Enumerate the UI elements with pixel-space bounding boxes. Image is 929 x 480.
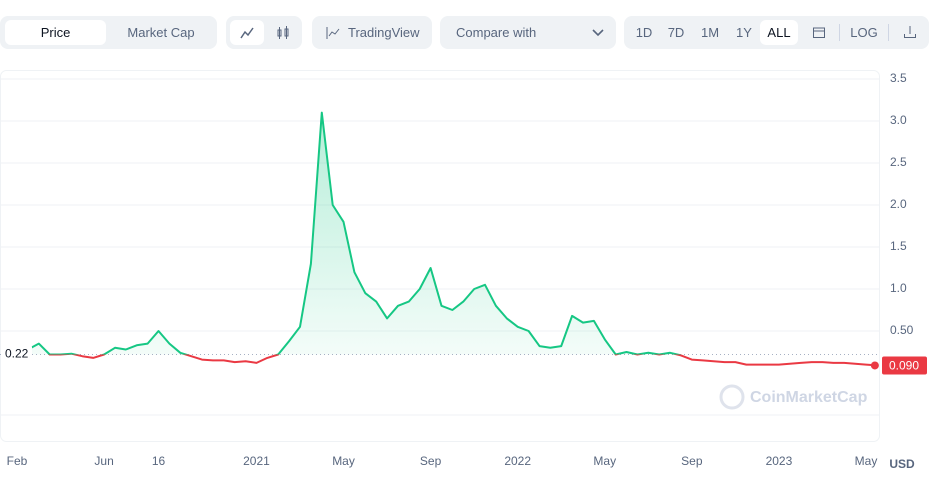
y-tick-label: 2.5	[890, 155, 907, 169]
x-tick-label: Jun	[94, 454, 113, 468]
range-button[interactable]: 7D	[667, 25, 685, 40]
candle-icon	[277, 26, 289, 39]
x-tick-label: May	[855, 454, 878, 468]
download-button[interactable]	[896, 20, 924, 45]
plot-frame	[0, 70, 880, 442]
divider	[888, 24, 889, 41]
y-tick-label: 1.5	[890, 239, 907, 253]
x-tick-label: Sep	[420, 454, 442, 468]
last-value-label: 0.090	[889, 359, 919, 373]
watermark: CoinMarketCap	[750, 389, 868, 406]
currency-label: USD	[889, 457, 915, 471]
range-button[interactable]: 1M	[700, 25, 720, 40]
divider	[839, 24, 840, 41]
download-icon	[904, 26, 916, 38]
x-tick-label: Sep	[681, 454, 703, 468]
tab-group: Price Market Cap	[0, 16, 217, 49]
tradingview-button[interactable]: TradingView	[312, 16, 432, 49]
last-point	[870, 361, 879, 370]
baseline-label-bg	[2, 346, 32, 363]
x-tick-label: 2021	[243, 454, 270, 468]
x-tick-label: 16	[152, 454, 166, 468]
range-group: 1D 7D 1M 1Y ALL LOG	[624, 16, 929, 49]
compare-label: Compare with	[456, 25, 537, 40]
line-icon	[240, 27, 254, 39]
calendar-icon	[813, 27, 825, 38]
calendar-button[interactable]	[805, 20, 833, 45]
tradingview-label: TradingView	[348, 25, 420, 40]
x-tick-label: May	[593, 454, 616, 468]
candle-chart-button[interactable]	[266, 20, 300, 45]
price-tab[interactable]: Price	[5, 20, 106, 45]
line-chart-button[interactable]	[230, 20, 264, 45]
tv-icon	[326, 27, 340, 39]
baseline-label: 0.22	[5, 347, 29, 361]
area-fill	[17, 112, 678, 355]
x-tick-label: May	[332, 454, 355, 468]
y-tick-label: 0.50	[890, 323, 914, 337]
y-tick-label: 3.0	[890, 113, 907, 127]
x-tick-label: Feb	[7, 454, 28, 468]
range-button[interactable]: ALL	[760, 20, 798, 45]
market-cap-tab[interactable]: Market Cap	[127, 25, 195, 40]
log-button[interactable]: LOG	[850, 25, 878, 40]
range-button[interactable]: 1D	[635, 25, 653, 40]
y-tick-label: 3.5	[890, 71, 907, 85]
watermark-logo	[719, 384, 745, 410]
x-tick-label: 2022	[504, 454, 531, 468]
chevron	[592, 29, 604, 37]
x-tick-label: 2023	[766, 454, 793, 468]
price-line	[16, 111, 877, 367]
chart-type-group	[226, 16, 302, 49]
compare-dropdown[interactable]: Compare with	[440, 16, 616, 49]
y-tick-label: 2.0	[890, 197, 907, 211]
range-button[interactable]: 1Y	[736, 25, 752, 40]
last-value-box	[882, 356, 927, 375]
y-tick-label: 1.0	[890, 281, 907, 295]
